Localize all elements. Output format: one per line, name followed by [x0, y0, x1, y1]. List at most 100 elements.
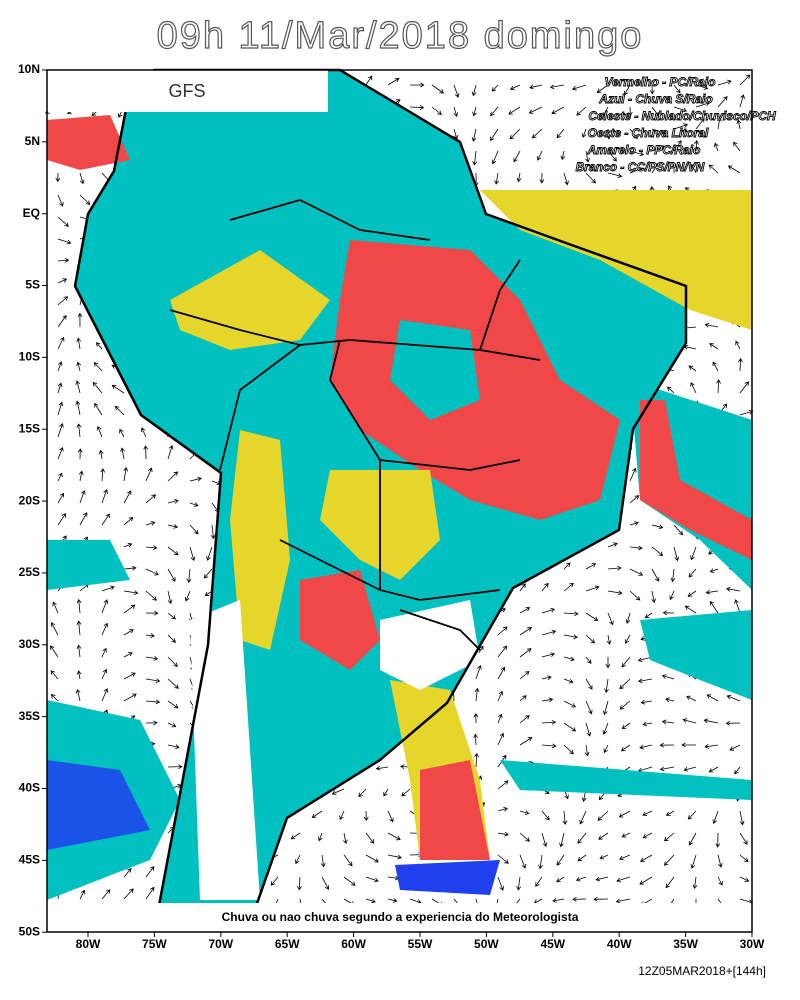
- wind-arrow: [629, 568, 644, 576]
- wind-arrow: [563, 634, 578, 640]
- wind-arrow: [585, 563, 597, 570]
- legend: Vermelho - PC/Raio Azul - Chuva S/Raio Cel…: [575, 75, 776, 175]
- wind-arrow: [541, 743, 557, 749]
- wind-arrow: [642, 810, 653, 816]
- wind-arrow: [387, 832, 401, 841]
- wind-arrow: [739, 854, 749, 863]
- wind-arrow: [365, 876, 379, 883]
- wind-arrow: [145, 886, 155, 900]
- wind-arrow: [629, 128, 638, 140]
- wind-arrow: [343, 876, 356, 886]
- wind-arrow: [666, 386, 675, 394]
- wind-arrow: [123, 629, 134, 636]
- wind-arrow: [57, 492, 64, 504]
- wind-arrow: [519, 810, 530, 815]
- wind-arrow: [709, 600, 719, 614]
- wind-arrow: [490, 128, 499, 142]
- wind-arrow: [563, 722, 577, 732]
- wind-arrow: [123, 565, 137, 571]
- wind-arrow: [681, 742, 697, 748]
- wind-arrow: [684, 605, 697, 614]
- wind-arrow: [596, 84, 609, 93]
- wind-arrow: [98, 449, 104, 460]
- wind-arrow: [494, 172, 500, 185]
- blue-field: [47, 760, 150, 850]
- wind-arrow: [629, 545, 643, 551]
- wind-arrow: [210, 524, 216, 540]
- wind-arrow: [541, 719, 557, 725]
- wind-arrow: [472, 106, 477, 117]
- wind-arrow: [123, 466, 129, 482]
- wind-arrow: [50, 670, 59, 680]
- lon-tick-label: 55W: [408, 937, 433, 951]
- wind-arrow: [365, 75, 373, 86]
- wind-arrow: [57, 296, 69, 306]
- wind-arrow: [410, 82, 425, 88]
- wind-arrow: [629, 495, 640, 504]
- wind-arrow: [585, 634, 596, 644]
- wind-arrow: [57, 278, 68, 284]
- wind-arrow: [491, 84, 499, 92]
- wind-arrow: [431, 106, 442, 115]
- wind-arrow: [714, 142, 719, 152]
- wind-arrow: [704, 322, 719, 328]
- wind-arrow: [541, 810, 550, 821]
- wind-arrow: [624, 84, 631, 96]
- wind-arrow: [167, 546, 179, 556]
- wind-arrow: [539, 172, 545, 184]
- wind-arrow: [651, 106, 660, 117]
- lat-tick-label: 15S: [19, 421, 40, 435]
- wind-arrow: [607, 565, 622, 571]
- wind-arrow: [101, 489, 108, 504]
- wind-arrow: [621, 722, 631, 730]
- wind-arrow: [528, 106, 543, 114]
- wind-arrow: [57, 382, 63, 394]
- wind-arrow: [497, 666, 506, 680]
- wind-arrow: [563, 744, 574, 755]
- lat-tick-label: 50S: [19, 924, 40, 938]
- wind-arrow: [101, 622, 109, 636]
- footer-note: Chuva ou nao chuva segundo a experiencia…: [222, 910, 579, 924]
- wind-arrow: [563, 678, 574, 684]
- wind-arrow: [708, 766, 719, 773]
- wind-arrow: [431, 84, 445, 94]
- wind-arrow: [615, 898, 631, 904]
- wind-arrow: [519, 695, 527, 702]
- lon-tick-label: 80W: [76, 937, 101, 951]
- legend-entry: Amarelo - PPC/Raio: [587, 143, 701, 157]
- wind-arrow: [651, 162, 659, 174]
- wind-arrow: [562, 810, 568, 825]
- wind-arrow: [519, 832, 530, 842]
- wind-arrow: [651, 590, 656, 604]
- axes: 10N 5N EQ 5S 10S 15S 20S 25S 30S 35S 40S 45S 50S 80W 7…: [18, 62, 765, 951]
- wind-arrow: [736, 119, 742, 130]
- wind-arrow: [717, 79, 732, 86]
- wind-arrow: [497, 780, 509, 790]
- wind-arrow: [563, 656, 575, 662]
- wind-arrow: [75, 400, 81, 416]
- wind-arrow: [50, 622, 59, 636]
- wind-arrow: [673, 546, 680, 562]
- wind-arrow: [57, 513, 67, 526]
- wind-arrow: [651, 145, 666, 152]
- cyan-field: [640, 610, 752, 700]
- wind-arrow: [709, 568, 719, 573]
- wind-arrow: [665, 810, 675, 816]
- wind-arrow: [556, 854, 565, 866]
- wind-arrow: [189, 524, 199, 535]
- wind-arrow: [716, 116, 722, 130]
- wind-arrow: [75, 688, 81, 702]
- wind-arrow: [167, 656, 178, 668]
- wind-arrow: [57, 336, 65, 350]
- cyan-field: [500, 760, 752, 800]
- wind-arrow: [497, 831, 509, 837]
- wind-arrow: [690, 854, 697, 869]
- wind-arrow: [727, 165, 741, 174]
- wind-arrow: [563, 562, 571, 570]
- wind-arrow: [690, 546, 697, 561]
- wind-arrow: [673, 106, 688, 113]
- wind-arrow: [659, 742, 675, 748]
- wind-arrow: [709, 343, 719, 350]
- wind-arrow: [690, 163, 697, 174]
